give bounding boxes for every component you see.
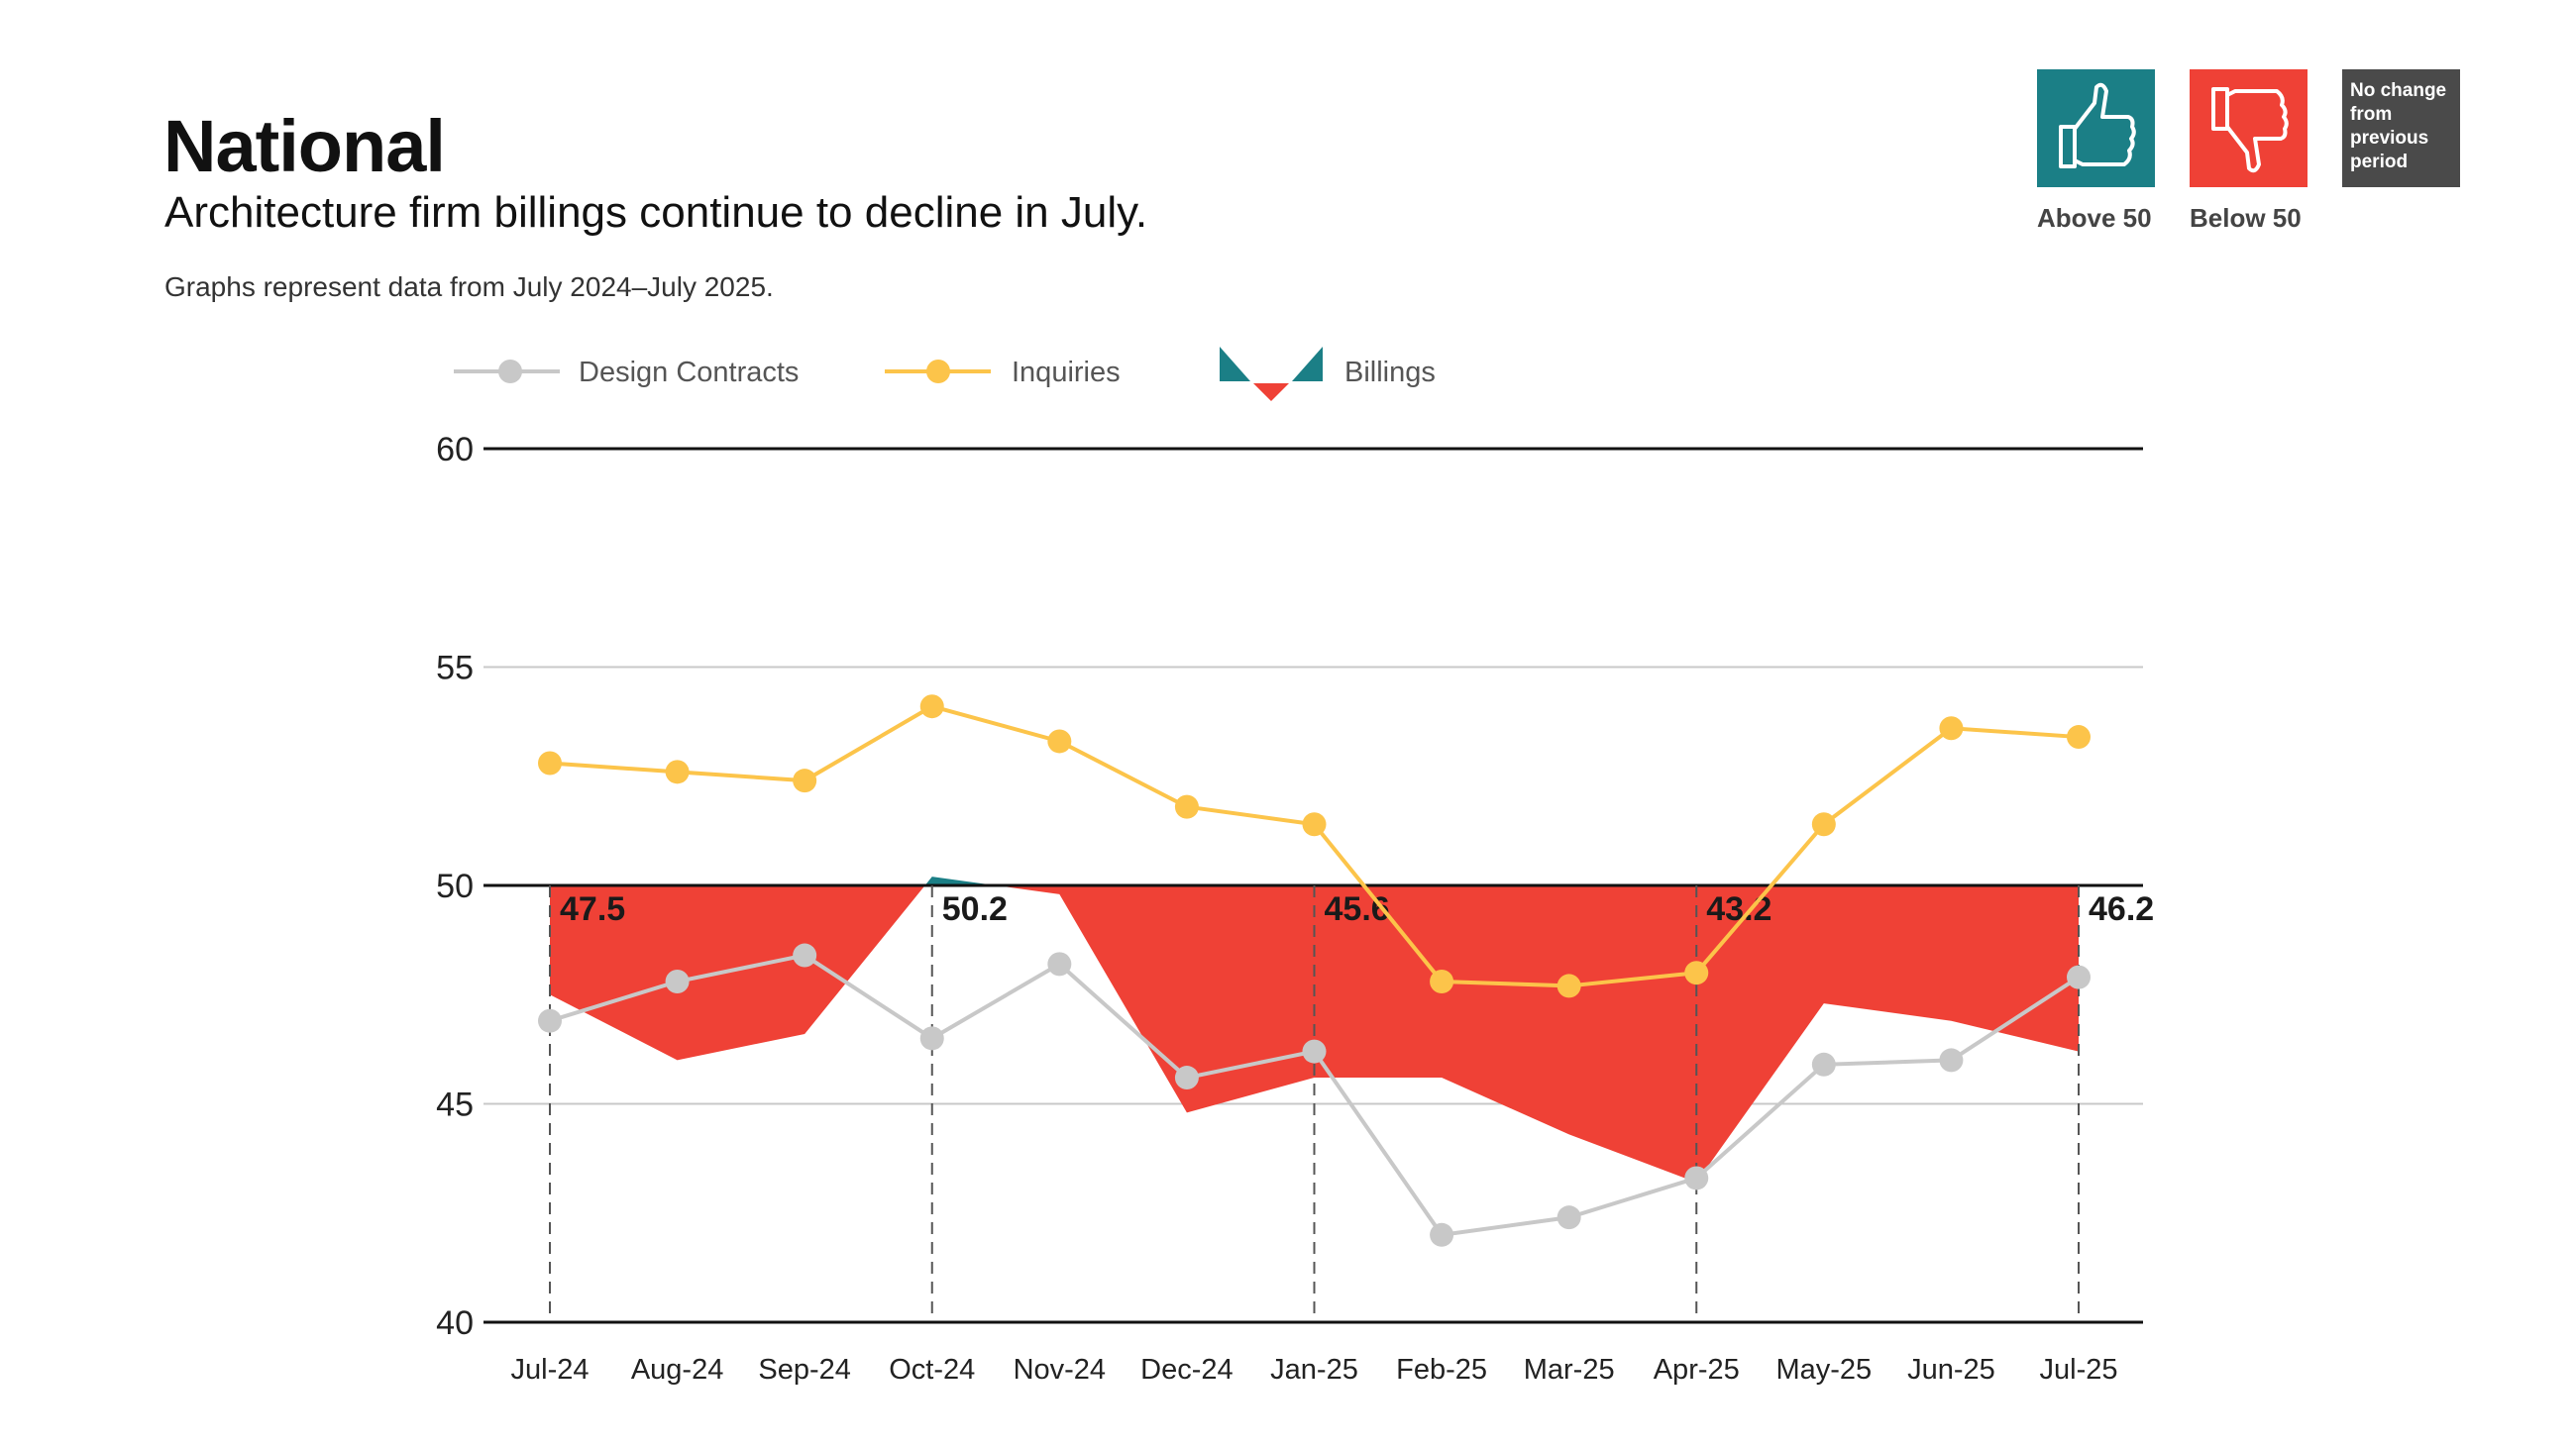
inquiries-point [1684,961,1709,985]
no-change-key: No change from previous period [2342,69,2460,187]
inquiries-point [1430,970,1454,994]
below-50-key [2190,69,2308,187]
design-contracts-point [1556,1205,1581,1230]
below-50-label: Below 50 [2190,203,2302,233]
page-subtitle: Architecture firm billings continue to d… [164,188,1148,237]
above-50-label: Above 50 [2037,203,2152,233]
design-contracts-point [1047,952,1072,977]
design-contracts-point [793,943,817,968]
thumbs-down-icon [2211,87,2289,173]
inquiries-point [1174,794,1199,819]
legend-inquiries-marker [926,360,950,383]
legend-design-contracts-label: Design Contracts [579,357,799,388]
y-tick-label: 50 [436,868,474,905]
legend-billings-above-icon [1220,347,1250,381]
billings-value-label: 46.2 [2089,890,2154,928]
inquiries-point [919,694,944,719]
x-tick-label: Sep-24 [758,1354,851,1386]
y-tick-label: 45 [436,1087,474,1124]
design-contracts-point [1302,1039,1327,1064]
design-contracts-point [538,1008,562,1033]
x-tick-label: Oct-24 [889,1354,975,1386]
design-contracts-point [919,1026,944,1051]
inquiries-point [1047,729,1072,754]
y-tick-label: 60 [436,431,474,468]
billings-area-below-50 [550,885,925,1061]
x-tick-label: Jun-25 [1907,1354,1995,1386]
inquiries-point [1811,812,1836,837]
design-contracts-point [1811,1052,1836,1077]
x-tick-label: Jul-24 [511,1354,590,1386]
x-tick-label: Mar-25 [1524,1354,1615,1386]
x-tick-label: May-25 [1775,1354,1872,1386]
inquiries-point [793,769,817,793]
design-contracts-point [1430,1222,1454,1247]
billings-value-label: 45.6 [1325,890,1390,928]
data-range-note: Graphs represent data from July 2024–Jul… [164,271,774,302]
design-contracts-point [1684,1166,1709,1190]
legend-billings-below-icon [1253,383,1289,401]
inquiries-point [1302,812,1327,837]
y-tick-label: 55 [436,650,474,687]
x-tick-label: Aug-24 [631,1354,724,1386]
design-contracts-point [1939,1048,1964,1073]
x-tick-label: Jan-25 [1270,1354,1358,1386]
thumbs-up-icon [2059,82,2136,168]
legend-billings-label: Billings [1344,357,1436,388]
x-tick-label: Feb-25 [1396,1354,1487,1386]
design-contracts-point [1174,1066,1199,1090]
inquiries-point [665,760,690,784]
inquiries-point [1939,716,1964,741]
x-tick-label: Apr-25 [1654,1354,1740,1386]
x-tick-label: Dec-24 [1140,1354,1234,1386]
inquiries-point [2067,725,2091,750]
page-title: National [163,105,446,187]
legend-billings-above-icon [1292,347,1323,381]
x-tick-label: Nov-24 [1014,1354,1107,1386]
design-contracts-point [2067,965,2091,989]
above-50-key [2037,69,2155,187]
inquiries-point [538,751,562,776]
billings-area-below-50 [996,885,2079,1183]
billings-value-label: 47.5 [560,890,625,928]
design-contracts-point [665,970,690,994]
y-tick-label: 40 [436,1304,474,1342]
billings-area-above-50 [924,877,997,885]
billings-value-label: 50.2 [942,890,1008,928]
inquiries-point [1556,974,1581,998]
legend-design-contracts-marker [498,360,522,383]
legend-inquiries-label: Inquiries [1012,357,1121,388]
x-tick-label: Jul-25 [2040,1354,2118,1386]
